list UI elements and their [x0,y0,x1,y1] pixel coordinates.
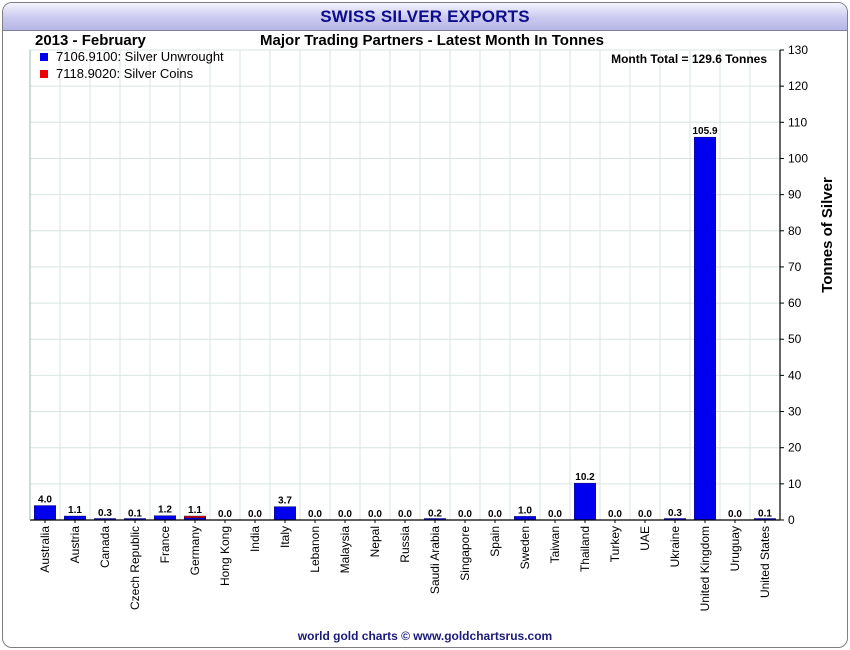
bar-value-label: 0.1 [758,509,772,520]
x-tick-label: Austria [68,526,82,564]
bar-value-label: 0.2 [428,508,442,519]
x-tick-label: Taiwan [548,526,562,563]
bar-value-label: 0.0 [248,509,262,520]
bar-unwrought [694,136,717,521]
bar-value-label: 0.0 [458,509,472,520]
y-tick-label: 40 [788,368,802,382]
y-tick-label: 70 [788,260,802,274]
chart-subtitle: Major Trading Partners - Latest Month In… [260,32,604,49]
y-tick-label: 0 [788,513,795,527]
bar-unwrought [153,515,176,521]
x-tick-label: Canada [98,526,112,568]
x-tick-label: Lebanon [308,526,322,573]
legend-label: 7118.9020: Silver Coins [56,66,194,81]
x-tick-label: Russia [398,526,412,563]
y-tick-label: 110 [788,115,807,129]
x-tick-label: Saudi Arabia [428,526,442,594]
bar-value-label: 1.0 [518,505,532,516]
bar-value-label: 0.0 [308,509,322,520]
bar-value-label: 10.2 [575,472,595,483]
bar-value-label: 1.2 [158,505,172,516]
y-tick-label: 20 [788,441,802,455]
x-tick-label: Germany [188,526,202,575]
bar-value-label: 0.0 [608,509,622,520]
x-tick-label: Italy [278,526,292,548]
legend-swatch [40,70,48,78]
title-banner: SWISS SILVER EXPORTS [3,3,847,31]
x-tick-label: Spain [488,526,502,557]
bar-value-label: 0.0 [368,509,382,520]
y-tick-label: 30 [788,405,802,419]
x-tick-label: Australia [38,526,52,573]
y-tick-label: 60 [788,296,802,310]
plot-area: 4.0 Australia 1.1 Austria 0.3 Canada 0.1 Czech … [29,43,836,611]
bar-value-label: 0.0 [728,509,742,520]
bar-value-label: 0.0 [398,509,412,520]
bar-coins [183,515,206,519]
y-tick-label: 50 [788,332,802,346]
bar-value-label: 1.1 [68,505,82,516]
x-tick-label: Singapore [458,526,472,581]
x-tick-label: United Kingdom [698,526,712,611]
footer-credit: world gold charts © www.goldchartsrus.co… [297,629,553,643]
legend-label: 7106.9100: Silver Unwrought [56,49,224,64]
x-tick-label: Malaysia [338,526,352,574]
bar-value-label: 0.0 [638,509,652,520]
period-label: 2013 - February [35,32,147,49]
x-tick-label: Sweden [518,526,532,569]
bar-unwrought [34,505,57,521]
y-tick-label: 130 [788,43,808,57]
bar-value-label: 0.0 [338,509,352,520]
bar-value-label: 105.9 [692,126,717,137]
plot-background [30,50,780,520]
x-tick-label: Thailand [578,526,592,572]
bar-value-label: 1.1 [188,505,202,516]
y-tick-label: 100 [788,151,808,165]
x-tick-label: Uruguay [728,526,742,571]
x-tick-label: India [248,526,262,552]
chart-title: SWISS SILVER EXPORTS [320,7,530,26]
month-total-label: Month Total = 129.6 Tonnes [611,52,767,66]
x-tick-label: France [158,526,172,564]
x-tick-label: Nepal [368,526,382,557]
y-tick-label: 120 [788,79,808,93]
x-tick-label: Czech Republic [128,526,142,610]
bar-value-label: 3.7 [278,496,292,507]
bar-value-label: 0.0 [548,509,562,520]
bar-unwrought [274,506,297,521]
bar-value-label: 0.1 [128,509,142,520]
y-axis-title: Tonnes of Silver [819,177,836,293]
x-tick-label: UAE [638,526,652,551]
bar-value-label: 0.0 [488,509,502,520]
bar-unwrought [574,482,597,521]
bar-value-label: 0.0 [218,509,232,520]
y-tick-label: 80 [788,224,802,238]
x-tick-label: United States [758,526,772,598]
bar-value-label: 0.3 [668,508,682,519]
y-tick-label: 90 [788,188,802,202]
x-tick-label: Hong Kong [218,526,232,586]
bar-value-label: 4.0 [38,495,52,506]
legend-swatch [40,53,48,61]
x-tick-label: Ukraine [668,526,682,568]
y-tick-label: 10 [788,477,802,491]
x-tick-label: Turkey [608,526,622,562]
bar-value-label: 0.3 [98,508,112,519]
